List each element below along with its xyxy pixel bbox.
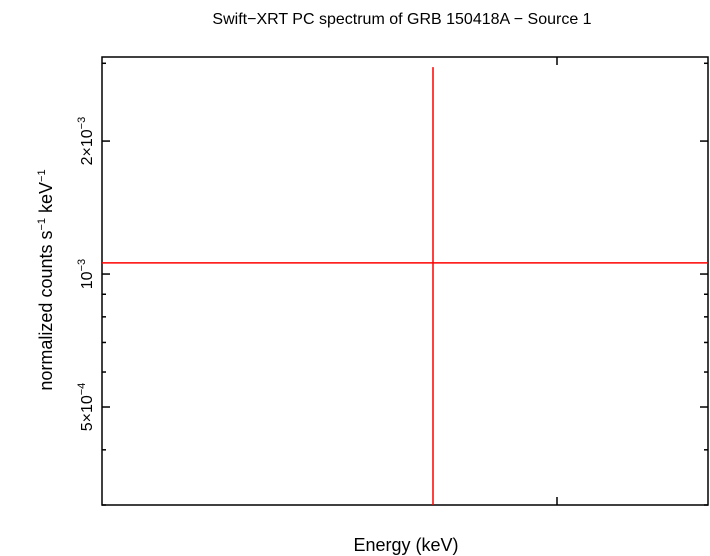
y-tick-labels: 5×10−410−32×10−3 — [76, 117, 96, 432]
y-axis-label-exponent-1: −1 — [36, 218, 48, 231]
y-tick-label: 10−3 — [76, 259, 96, 289]
y-tick-label-mantissa: 10 — [79, 271, 96, 289]
y-tick-label-mantissa: 5×10 — [79, 395, 96, 431]
x-axis-label: Energy (keV) — [353, 535, 458, 555]
y-tick-label-exponent: −3 — [76, 117, 88, 130]
plot-frame — [101, 56, 709, 506]
y-tick-label-mantissa: 2×10 — [79, 129, 96, 165]
y-major-ticks — [102, 140, 708, 408]
chart-title: Swift−XRT PC spectrum of GRB 150418A − S… — [212, 11, 591, 28]
y-axis-label-mid: keV — [36, 182, 56, 218]
data-series — [102, 67, 708, 505]
y-axis-label-main: normalized counts s — [36, 231, 56, 391]
y-tick-label: 5×10−4 — [76, 383, 96, 432]
y-tick-label-exponent: −3 — [76, 259, 88, 272]
y-tick-label-exponent: −4 — [76, 383, 88, 396]
y-axis-label: normalized counts s−1 keV−1 — [36, 169, 56, 390]
y-minor-ticks — [102, 62, 708, 506]
y-tick-label: 2×10−3 — [76, 117, 96, 166]
y-axis-label-exponent-2: −1 — [36, 169, 48, 182]
